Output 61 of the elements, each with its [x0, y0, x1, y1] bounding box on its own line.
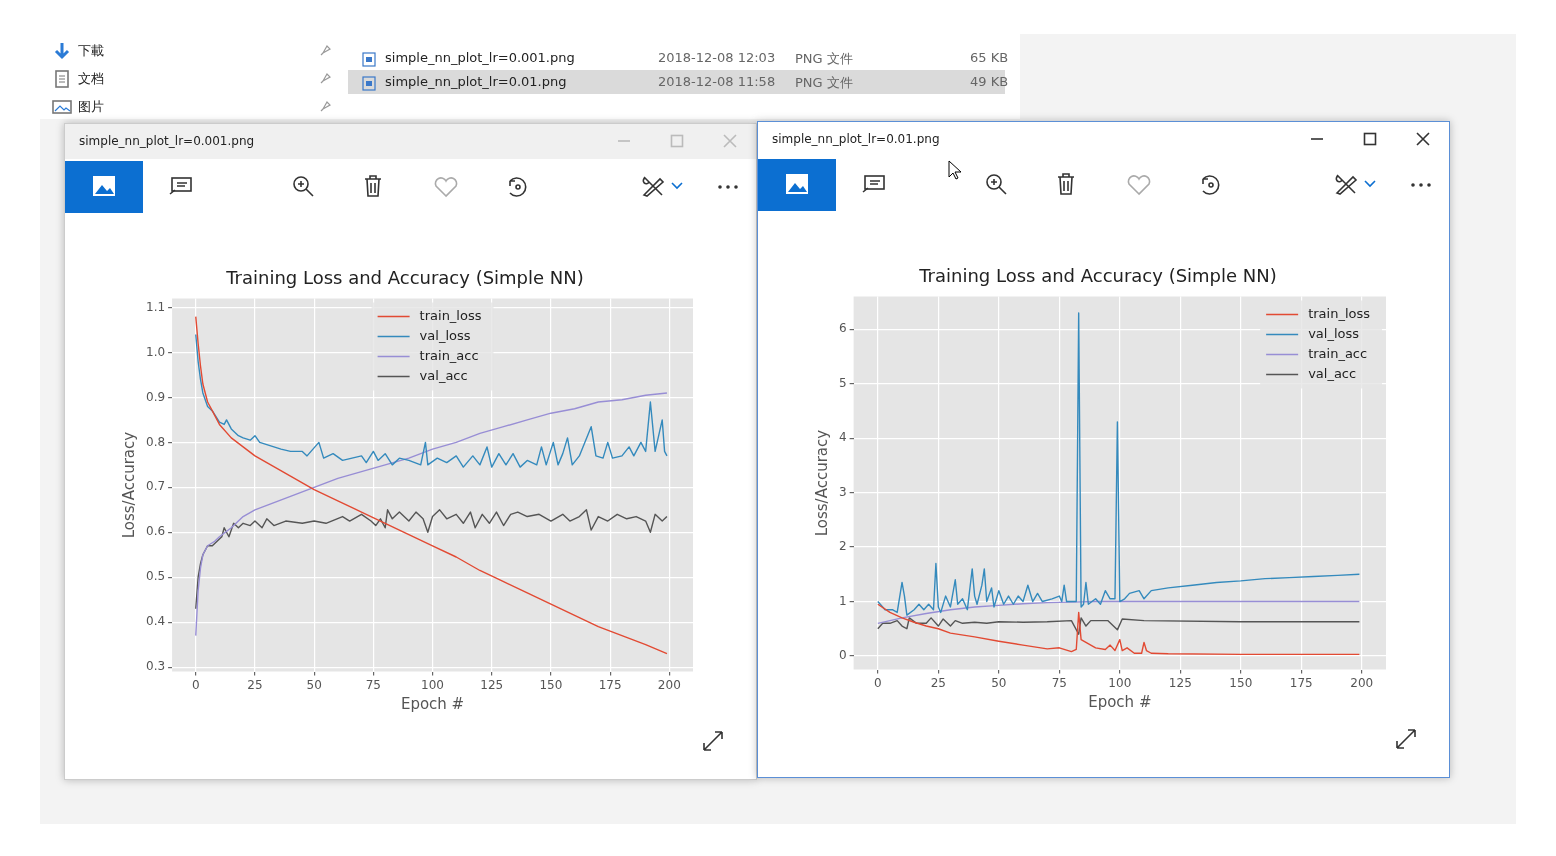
x-tick-label: 125	[1168, 675, 1192, 690]
x-tick-label: 25	[930, 675, 946, 690]
y-tick-label: 2	[838, 539, 847, 554]
x-axis-title: Epoch #	[400, 694, 465, 713]
legend-label: train_loss	[1308, 305, 1371, 321]
legend-label: val_loss	[1308, 325, 1360, 341]
y-tick-label: 1.1	[145, 299, 166, 314]
text: 图片	[78, 98, 104, 116]
y-tick-label: 0.5	[145, 569, 166, 584]
text: 2018-12-08 11:58	[658, 74, 776, 89]
y-tick-label: 4	[838, 430, 847, 445]
x-tick-label: 100	[1108, 675, 1132, 690]
y-tick-label: 0.3	[145, 659, 166, 674]
x-tick-label: 175	[1289, 675, 1313, 690]
x-axis-title: Epoch #	[1088, 692, 1152, 711]
text: simple_nn_plot_lr=0.001.png	[79, 134, 255, 148]
text: simple_nn_plot_lr=0.01.png	[385, 74, 567, 89]
legend-label: val_loss	[419, 327, 471, 343]
x-tick-label: 50	[991, 675, 1007, 690]
x-tick-label: 100	[421, 677, 444, 692]
y-tick-label: 0.6	[145, 524, 166, 539]
text: PNG 文件	[795, 50, 853, 68]
y-tick-label: 6	[838, 321, 847, 336]
y-tick-label: 3	[838, 484, 847, 499]
x-tick-label: 75	[365, 677, 381, 692]
text: 下載	[78, 42, 104, 60]
legend-label: val_acc	[419, 367, 468, 383]
text: 2018-12-08 12:03	[658, 50, 776, 65]
x-tick-label: 0	[874, 675, 882, 690]
y-tick-label: 1	[838, 593, 847, 608]
y-axis-title: Loss/Accuracy	[119, 431, 138, 539]
y-tick-label: 0.9	[145, 389, 166, 404]
text: 文档	[78, 70, 104, 88]
x-tick-label: 200	[1350, 675, 1374, 690]
x-tick-label: 175	[598, 677, 622, 692]
text: simple_nn_plot_lr=0.01.png	[772, 132, 940, 146]
x-tick-label: 125	[480, 677, 504, 692]
x-tick-label: 25	[247, 677, 263, 692]
y-tick-label: 5	[838, 375, 847, 390]
y-axis-title: Loss/Accuracy	[812, 429, 831, 537]
y-tick-label: 0.7	[145, 479, 166, 494]
legend-label: train_acc	[419, 347, 479, 363]
y-tick-label: 1.0	[145, 344, 166, 359]
y-tick-label: 0.4	[145, 614, 166, 629]
chart-title: Training Loss and Accuracy (Simple NN)	[225, 267, 584, 289]
y-tick-label: 0	[838, 648, 847, 663]
legend-label: train_loss	[419, 307, 482, 323]
x-tick-label: 150	[1229, 675, 1253, 690]
x-tick-label: 75	[1051, 675, 1067, 690]
x-tick-label: 200	[657, 677, 681, 692]
x-tick-label: 0	[191, 677, 200, 692]
text: 49 KB	[970, 74, 1009, 89]
x-tick-label: 50	[306, 677, 322, 692]
legend-label: val_acc	[1308, 365, 1357, 381]
text: 65 KB	[970, 50, 1009, 65]
text: PNG 文件	[795, 74, 853, 92]
y-tick-label: 0.8	[145, 434, 166, 449]
x-tick-label: 150	[539, 677, 563, 692]
chart-title: Training Loss and Accuracy (Simple NN)	[918, 265, 1277, 287]
legend-label: train_acc	[1308, 345, 1368, 361]
text: simple_nn_plot_lr=0.001.png	[385, 50, 575, 65]
